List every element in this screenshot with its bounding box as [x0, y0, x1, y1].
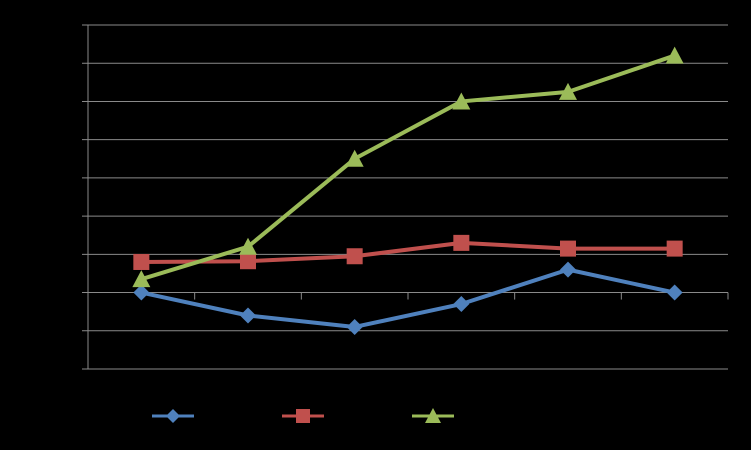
series-3-point [239, 237, 257, 255]
series-1-point [346, 318, 363, 335]
series-1-point [453, 296, 470, 313]
legend [150, 402, 470, 430]
series-lines [132, 46, 684, 335]
series-1-point [666, 284, 683, 301]
legend-marker-triangle-icon [412, 408, 454, 423]
legend-item-series-3 [410, 402, 470, 430]
axes [87, 25, 729, 369]
legend-marker-diamond-icon [152, 409, 194, 423]
series-2-point [240, 253, 256, 270]
series-3-point [132, 270, 151, 288]
series-3-point [345, 149, 364, 167]
series-3-point [559, 82, 577, 100]
series-1-point [133, 284, 150, 301]
series-2-point [133, 253, 150, 270]
series-1-point [560, 261, 576, 278]
series-2-point [453, 234, 470, 251]
legend-item-series-1 [150, 402, 210, 430]
legend-marker-square-icon [282, 409, 324, 423]
series-2-point [666, 240, 683, 257]
series-2-point [560, 240, 576, 257]
series-3-point [452, 92, 471, 110]
legend-item-series-2 [280, 402, 340, 430]
series-1-line [140, 267, 676, 329]
series-3-line [140, 53, 676, 282]
series-1-point [240, 307, 256, 324]
series-2-point [346, 248, 363, 265]
series-3-point [665, 46, 684, 64]
series-2-line [141, 240, 675, 264]
